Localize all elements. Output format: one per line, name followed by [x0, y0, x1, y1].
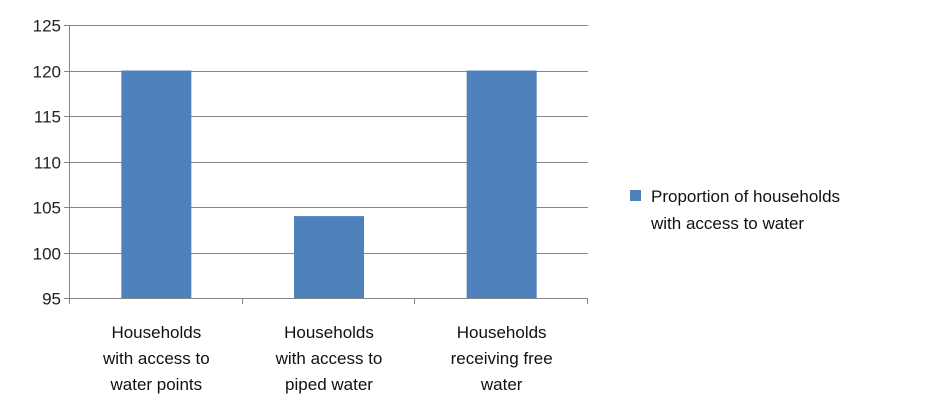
- y-tick-label: 105: [33, 199, 61, 218]
- y-tick-label: 95: [42, 290, 61, 309]
- legend: Proportion of households with access to w…: [630, 187, 840, 233]
- bar: [466, 70, 537, 298]
- y-axis: 95 100 105 110 115 120 125: [33, 17, 70, 309]
- y-tick-label: 120: [33, 63, 61, 82]
- x-tick-label: Households with access to piped water: [275, 323, 383, 394]
- x-tick-label: Households with access to water points: [102, 323, 210, 394]
- bar: [121, 70, 192, 298]
- y-tick-label: 115: [34, 108, 61, 127]
- y-tick-label: 125: [33, 17, 61, 36]
- legend-label: Proportion of households with access to w…: [650, 187, 840, 233]
- y-tick-label: 110: [34, 154, 61, 173]
- x-tick-label: Households receiving free water: [451, 323, 553, 394]
- bar: [294, 216, 364, 298]
- bars: [121, 70, 537, 298]
- y-tick-label: 100: [33, 245, 61, 264]
- x-axis: Households with access to water points Hous…: [64, 298, 588, 394]
- legend-swatch: [630, 190, 641, 201]
